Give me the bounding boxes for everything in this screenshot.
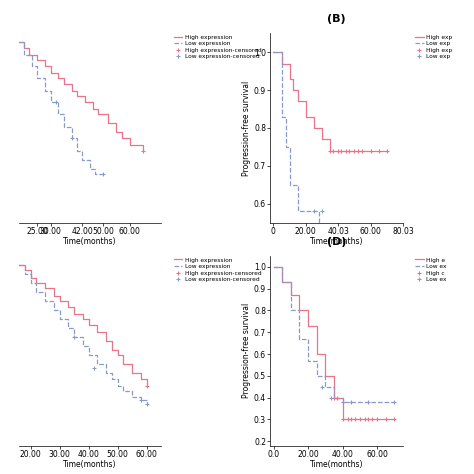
Text: (D): (D) xyxy=(327,237,346,247)
X-axis label: Time(months): Time(months) xyxy=(310,237,363,246)
X-axis label: Time(months): Time(months) xyxy=(64,460,117,469)
Legend: High expression, Low expression, High expression-censored, Low expression-censor: High expression, Low expression, High ex… xyxy=(171,32,264,62)
X-axis label: Time(months): Time(months) xyxy=(64,237,117,246)
Legend: High exp, Low exp, High exp, Low exp: High exp, Low exp, High exp, Low exp xyxy=(412,32,455,62)
Legend: High e, Low ex, High c, Low ex: High e, Low ex, High c, Low ex xyxy=(412,255,449,284)
X-axis label: Time(months): Time(months) xyxy=(310,460,363,469)
Y-axis label: Progression-free survival: Progression-free survival xyxy=(242,303,251,398)
Y-axis label: Progression-free survival: Progression-free survival xyxy=(242,81,251,175)
Text: (B): (B) xyxy=(327,14,346,24)
Legend: High expression, Low expression, High expression-censored, Low expression-censor: High expression, Low expression, High ex… xyxy=(171,255,264,284)
